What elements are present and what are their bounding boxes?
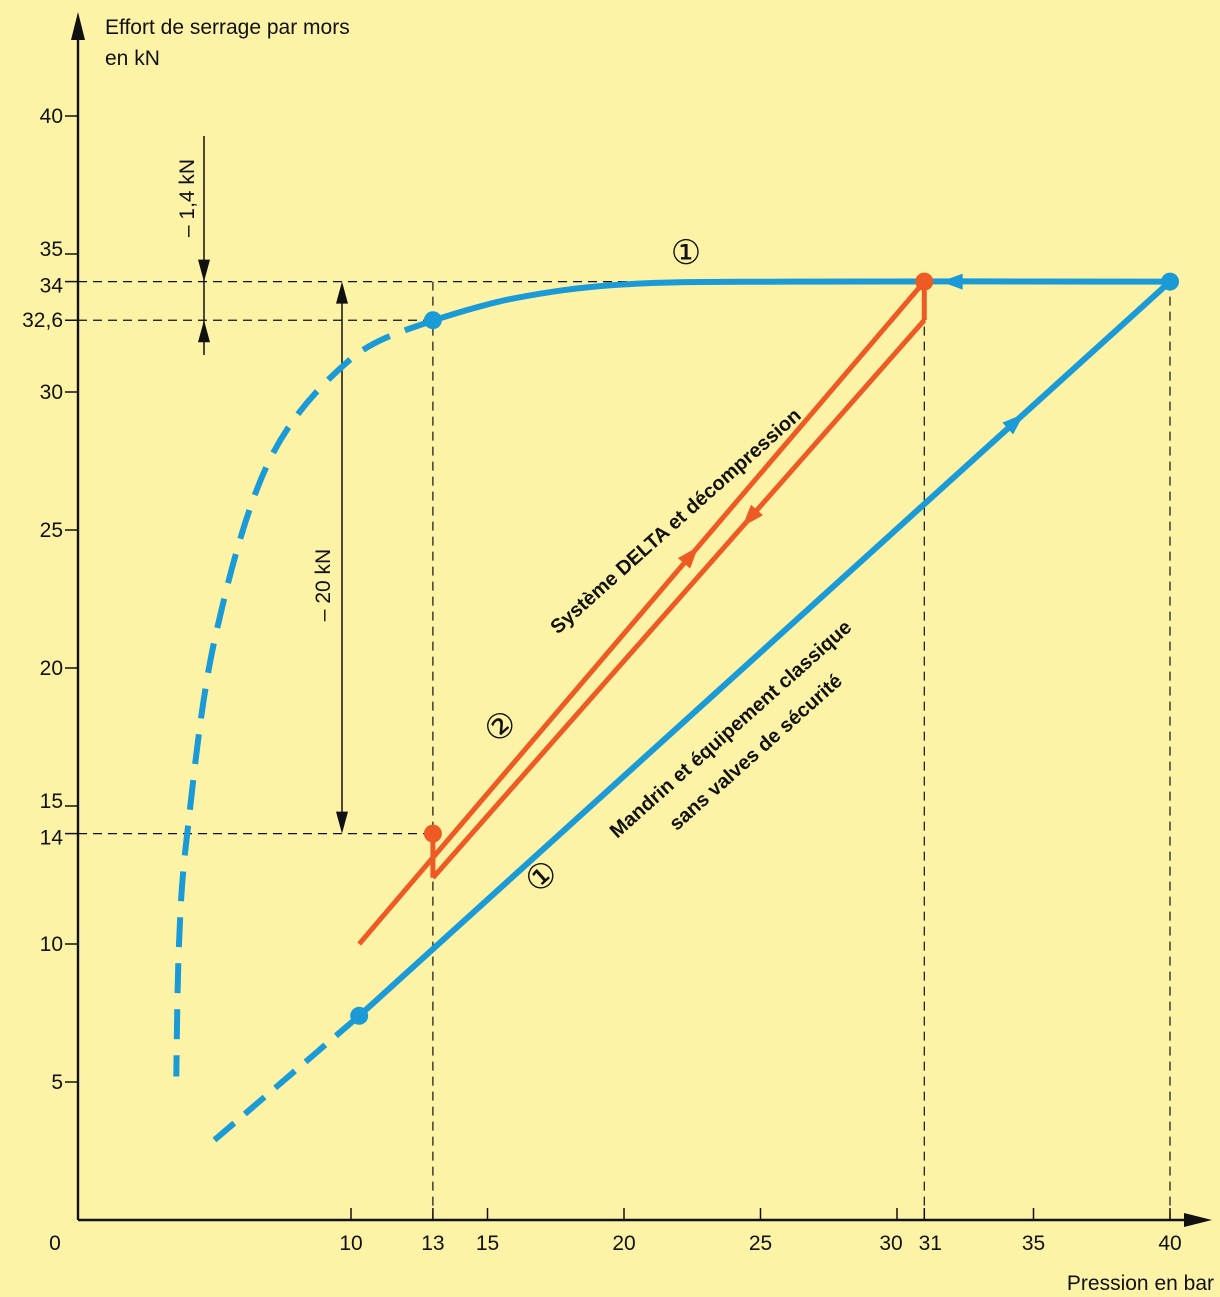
series2-point-2 xyxy=(423,824,442,843)
y-tick-label-40: 40 xyxy=(40,105,63,128)
series1-point-1 xyxy=(350,1006,369,1025)
tick-labels: 0 10 13 15 20 25 30 31 35 40 5 10 14 15 20 25 30 32,6 34 35… xyxy=(22,105,1182,1255)
y-tick-label-34: 34 xyxy=(40,275,64,298)
x-tick-label-13: 13 xyxy=(421,1232,444,1255)
y-tick-label-15: 15 xyxy=(40,790,63,813)
series1-rise-arrow xyxy=(1002,413,1025,435)
y-tick-label-25: 25 xyxy=(40,519,63,542)
series2-rise-arrow xyxy=(677,546,699,569)
drop-large-arrow-bottom xyxy=(336,811,348,834)
series1-decay-dashed xyxy=(173,317,435,1077)
series2-point-1 xyxy=(915,272,934,291)
drop-large-arrow-top xyxy=(336,281,348,304)
dimension-arrows xyxy=(198,136,348,834)
y-axis-title-line2: en kN xyxy=(105,47,160,70)
series2-rise-line xyxy=(357,279,927,946)
series1-point-3 xyxy=(423,311,442,330)
x-tick-label-35: 35 xyxy=(1022,1232,1045,1255)
y-axis-title-line1: Effort de serrage par mors xyxy=(105,16,350,39)
drop-small-arrow-top xyxy=(198,259,210,282)
x-tick-label-40: 40 xyxy=(1158,1232,1181,1255)
data-series xyxy=(173,272,1179,1143)
drop-large-label: – 20 kN xyxy=(312,549,335,621)
y-tick-label-20: 20 xyxy=(40,657,63,680)
x-tick-label-15: 15 xyxy=(476,1232,499,1255)
x-tick-label-30: 30 xyxy=(879,1232,902,1255)
series1-rise-line xyxy=(357,279,1173,1019)
x-tick-label-20: 20 xyxy=(612,1232,635,1255)
y-tick-label-14: 14 xyxy=(40,827,64,850)
axes xyxy=(71,12,1212,1227)
y-tick-label-5: 5 xyxy=(51,1071,63,1094)
y-tick-label-30: 30 xyxy=(40,381,63,404)
y-tick-label-10: 10 xyxy=(40,933,63,956)
series2-release-line xyxy=(431,318,927,880)
x-tick-label-25: 25 xyxy=(749,1232,772,1255)
x-tick-label-10: 10 xyxy=(339,1232,362,1255)
series1-hold-arrow xyxy=(940,273,963,290)
series1-marker-top: ① xyxy=(671,234,701,272)
y-tick-label-35: 35 xyxy=(40,238,63,261)
drop-small-label: – 1,4 kN xyxy=(176,159,199,237)
x-tick-label-31: 31 xyxy=(919,1232,942,1255)
x-axis-title: Pression en bar xyxy=(1067,1272,1214,1295)
series1-point-2 xyxy=(1161,272,1179,291)
drop-small-arrow-bottom xyxy=(198,320,210,343)
y-tick-label-32-6: 32,6 xyxy=(22,309,63,332)
x-axis-arrow xyxy=(1184,1213,1212,1227)
y-axis-arrow xyxy=(71,12,85,40)
series1-rise-dashed xyxy=(212,1013,362,1143)
series1-hold-curve xyxy=(432,278,1171,324)
series2-release-arrow xyxy=(742,504,763,527)
x-tick-label-0: 0 xyxy=(49,1232,61,1255)
